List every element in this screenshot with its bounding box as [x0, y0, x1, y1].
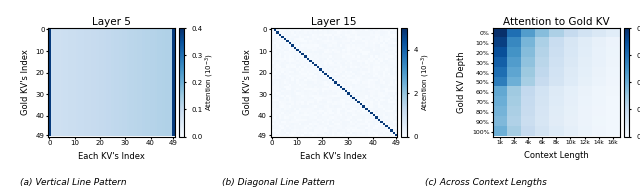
Title: Layer 15: Layer 15: [311, 18, 356, 27]
Y-axis label: Attention (10$^{-3}$): Attention (10$^{-3}$): [204, 53, 216, 111]
Text: (b) Diagonal Line Pattern: (b) Diagonal Line Pattern: [222, 178, 335, 187]
Y-axis label: Attention (10$^{-3}$): Attention (10$^{-3}$): [420, 53, 432, 111]
X-axis label: Context Length: Context Length: [524, 151, 589, 160]
Text: (a) Vertical Line Pattern: (a) Vertical Line Pattern: [20, 178, 127, 187]
Y-axis label: Gold KV Depth: Gold KV Depth: [458, 51, 467, 113]
Y-axis label: Gold KV's Index: Gold KV's Index: [243, 50, 253, 115]
Y-axis label: Gold KV's Index: Gold KV's Index: [21, 50, 30, 115]
X-axis label: Each KV's Index: Each KV's Index: [78, 152, 145, 160]
Text: (c) Across Context Lengths: (c) Across Context Lengths: [426, 178, 547, 187]
Title: Layer 5: Layer 5: [92, 18, 131, 27]
Title: Attention to Gold KV: Attention to Gold KV: [503, 18, 610, 27]
X-axis label: Each KV's Index: Each KV's Index: [300, 152, 367, 160]
